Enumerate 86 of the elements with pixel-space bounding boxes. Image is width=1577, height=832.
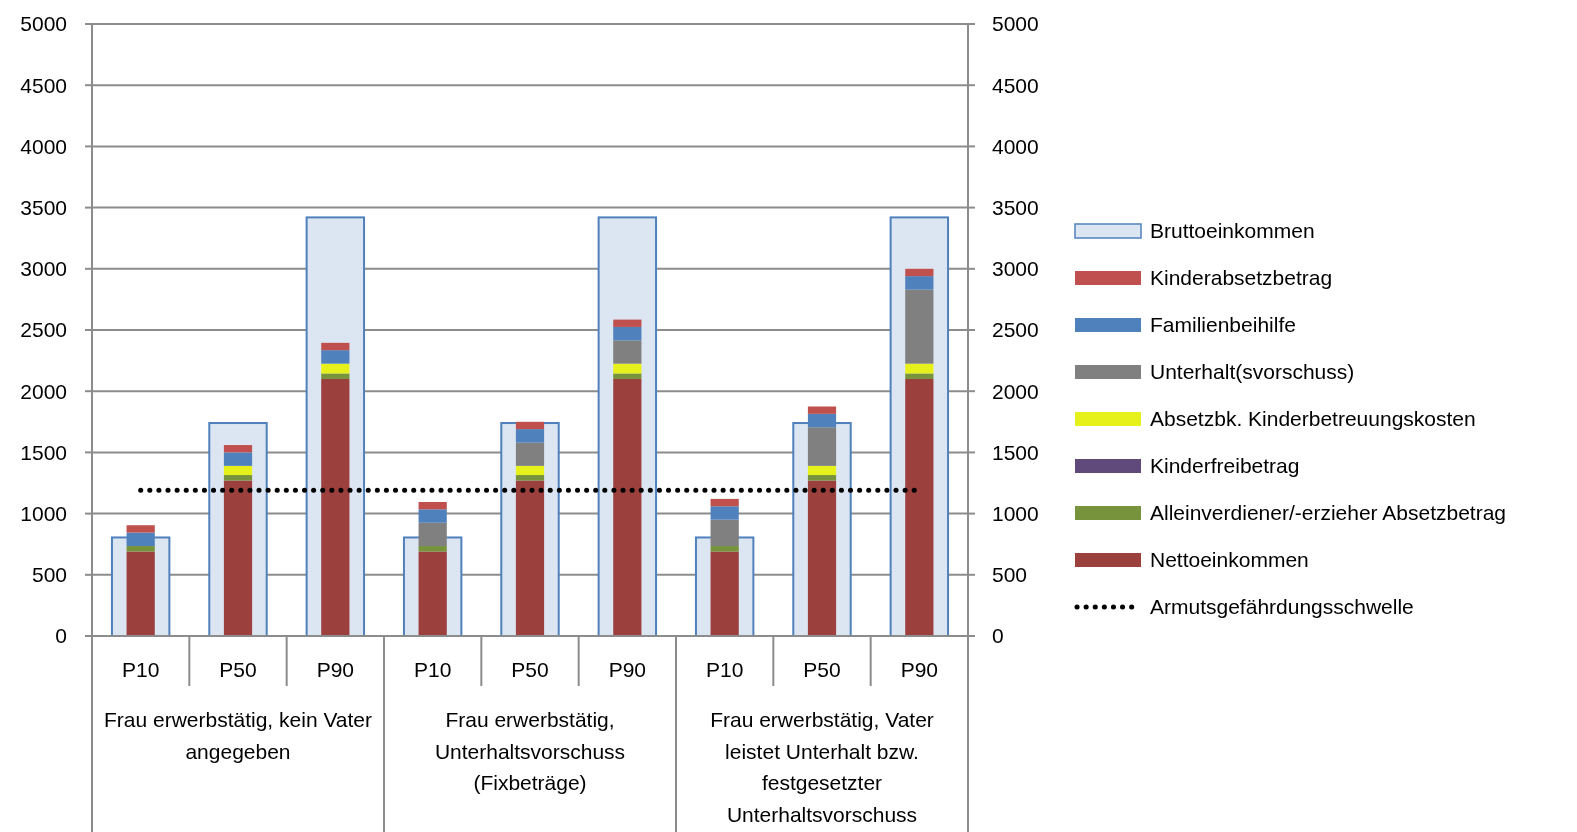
y-tick-label: 4500 (20, 73, 67, 97)
bar (418, 522, 447, 547)
y2-tick-label: 2000 (992, 379, 1039, 403)
y2-tick-label: 3500 (992, 195, 1039, 219)
y-tick-label: 5000 (20, 12, 67, 36)
bar (807, 475, 837, 481)
bar (418, 509, 447, 523)
bar (321, 363, 350, 374)
bar (905, 378, 934, 636)
y2-tick-label: 1000 (992, 501, 1039, 525)
bar (418, 501, 447, 510)
x-tick-label: P90 (900, 658, 939, 682)
bar (905, 268, 934, 277)
bar (515, 442, 545, 466)
text: Frau erwerbstätig, Vater leistet Unterhalt bzw. festgesetzter Unterhaltsvorschuss (710, 708, 934, 826)
bar (223, 465, 253, 476)
y-tick-label: 500 (31, 563, 67, 587)
bar (905, 276, 934, 290)
x-tick-label: P50 (803, 658, 841, 682)
y-tick-label: 2000 (20, 379, 67, 403)
bar (710, 498, 739, 507)
bar (515, 421, 545, 430)
x-tick-label: P90 (316, 658, 355, 682)
y-tick-label: 3500 (20, 195, 67, 219)
bar (613, 373, 642, 379)
bar (515, 475, 545, 481)
y-tick-label: 1500 (20, 440, 67, 464)
legend-label: Kinderfreibetrag (1150, 454, 1300, 478)
x-tick-label: P10 (121, 658, 160, 682)
bar (613, 326, 642, 341)
bar (613, 340, 642, 364)
legend-label: Absetzbk. Kinderbetreuungskosten (1150, 407, 1476, 431)
y2-tick-label: 1500 (992, 440, 1039, 464)
bar (807, 427, 837, 466)
legend-label: Armutsgefährdungsschwelle (1150, 595, 1414, 619)
text: Frau erwerbstätig, kein Vater angegeben (103, 708, 373, 763)
bar (613, 363, 642, 374)
legend-label: Alleinverdiener/-erzieher Absetzbetrag (1150, 501, 1507, 525)
bar (223, 475, 253, 481)
bar (905, 363, 934, 374)
y2-tick-label: 500 (992, 563, 1028, 587)
bar (905, 289, 934, 364)
bar (515, 480, 545, 636)
y-tick-label: 3000 (20, 257, 67, 281)
y-tick-label: 1000 (20, 501, 67, 525)
y2-tick-label: 4500 (992, 73, 1039, 97)
y2-tick-label: 2500 (992, 318, 1039, 342)
y2-tick-label: 3000 (992, 257, 1039, 281)
x-tick-label: P90 (608, 658, 647, 682)
bar (418, 546, 447, 552)
bar (807, 465, 837, 476)
bar (321, 350, 350, 364)
bar (126, 546, 155, 552)
text: Frau erwerbstätig, Unterhaltsvorschuss (Fixbeträge) (434, 708, 626, 795)
bar (223, 445, 253, 453)
bar (126, 525, 155, 533)
y2-tick-label: 5000 (992, 12, 1039, 36)
x-tick-label: P10 (705, 658, 744, 682)
legend-label: Nettoeinkommen (1150, 548, 1309, 572)
bar (223, 452, 253, 466)
legend-label: Kinderabsetzbetrag (1150, 266, 1333, 290)
legend-label: Unterhalt(svorschuss) (1150, 360, 1355, 384)
bar (710, 546, 739, 552)
legend-label: Bruttoeinkommen (1150, 219, 1315, 243)
y2-tick-label: 0 (992, 624, 1004, 648)
y2-tick-label: 4000 (992, 134, 1039, 158)
bar (321, 373, 350, 379)
bar (613, 378, 642, 636)
legend-label: Familienbeihilfe (1150, 313, 1296, 337)
bar (223, 480, 253, 636)
bar (515, 465, 545, 476)
bar (807, 480, 837, 636)
x-tick-label: P10 (413, 658, 452, 682)
bar (613, 319, 642, 327)
bar (807, 406, 837, 414)
x-tick-label: P50 (219, 658, 257, 682)
bar (905, 373, 934, 379)
x-tick-label: P50 (511, 658, 549, 682)
bar (321, 378, 350, 636)
bar (710, 506, 739, 520)
y-tick-label: 2500 (20, 318, 67, 342)
bar (515, 429, 545, 443)
bar (321, 342, 350, 351)
y-tick-label: 4000 (20, 134, 67, 158)
y-tick-label: 0 (55, 624, 67, 648)
bar (710, 519, 739, 547)
